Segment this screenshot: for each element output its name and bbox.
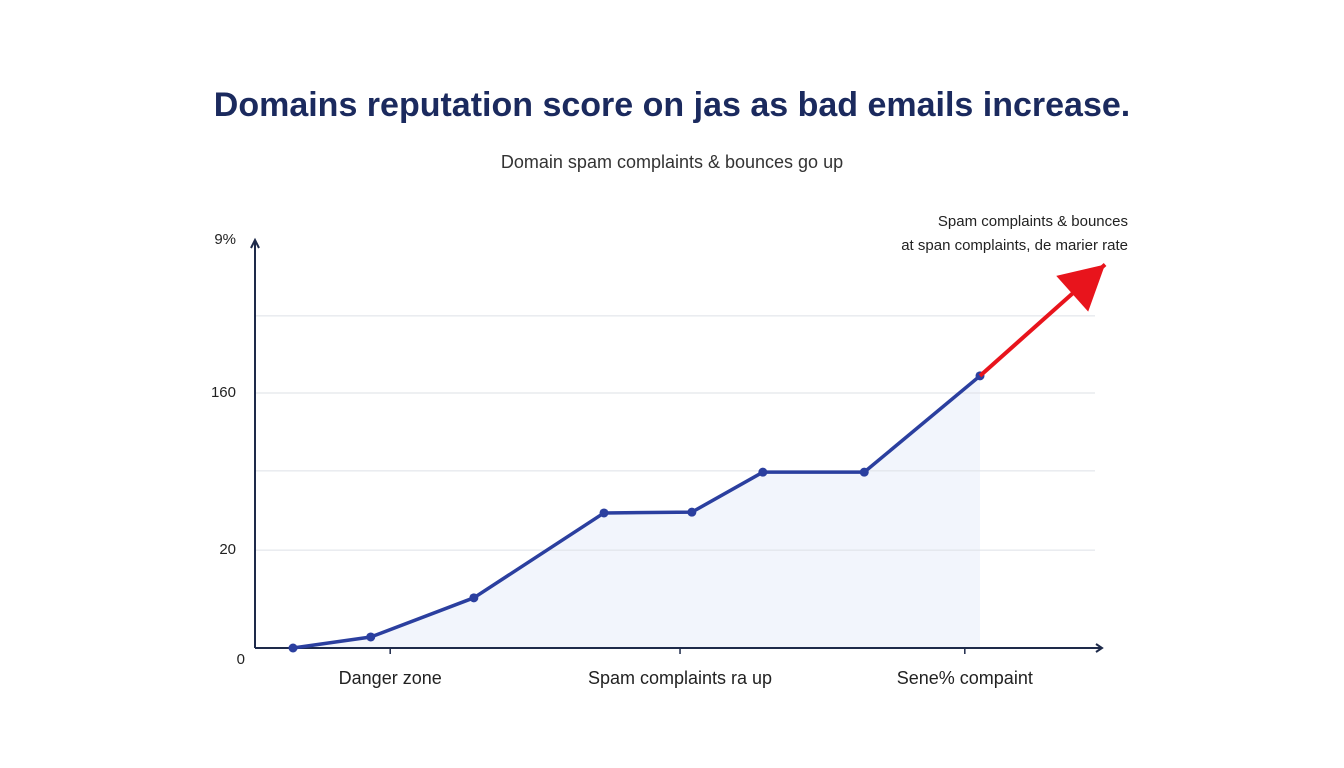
y-tick-label: 9% [214,231,236,248]
point [599,508,609,518]
annotation: Spam complaints & bounces [938,213,1128,230]
y-axis-arrow [250,237,260,249]
arrow-head [1056,264,1106,312]
x-tick-label: Spam complaints ra up [588,668,772,688]
point [859,467,869,477]
chart-subtitle: Domain spam complaints & bounces go up [501,152,843,172]
y-tick-label: 20 [219,541,236,558]
x-tick-label: Sene% compaint [897,668,1033,688]
series-line [292,374,982,650]
chart-title: Domains reputation score on jas as bad e… [214,86,1130,124]
point [288,643,298,653]
point [758,467,768,477]
x-tick-label: Danger zone [339,668,442,688]
y-tick-label: 0 [237,651,245,668]
x-axis-arrow [1095,643,1104,653]
y-tick-label: 160 [211,384,236,401]
point [469,593,479,603]
area-fill [293,375,981,648]
annotation: at span complaints, de marier rate [901,237,1128,254]
point [687,507,697,517]
point [366,632,376,642]
